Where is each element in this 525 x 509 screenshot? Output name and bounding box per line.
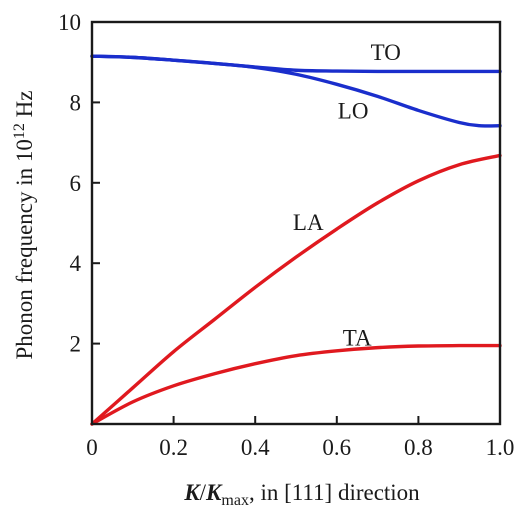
series-line-lo [90, 54, 502, 128]
y-axis-title-main: Phonon frequency in 10 [12, 139, 37, 359]
x-axis-title-slash: / [200, 480, 207, 505]
series-label-to: TO [371, 40, 401, 65]
y-tick-label: 8 [70, 90, 82, 115]
series-label-ta: TA [343, 326, 372, 351]
x-tick-label: 0.6 [322, 435, 351, 460]
series-line-ta [90, 343, 502, 426]
x-axis-title-subscript: max [221, 492, 249, 509]
x-axis-title-rest: , in [111] direction [249, 480, 420, 505]
x-tick-label: 0.8 [404, 435, 433, 460]
x-tick-label: 0 [86, 435, 98, 460]
x-tick-label: 0.2 [159, 435, 188, 460]
y-tick-label: 10 [58, 10, 81, 35]
series-label-lo: LO [338, 98, 369, 123]
series-layer [90, 54, 502, 426]
x-tick-label: 0.4 [241, 435, 270, 460]
y-axis-title: Phonon frequency in 1012 Hz [11, 91, 37, 360]
y-tick-label: 6 [70, 171, 82, 196]
series-label-layer: TO LO LA TA [293, 40, 401, 350]
x-axis-title-k: K [205, 480, 223, 505]
x-axis-title-k: K [183, 480, 201, 505]
plot-frame [90, 20, 502, 426]
series-label-la: LA [293, 210, 324, 235]
x-axis-title: K/Kmax, in [111] direction [183, 480, 420, 509]
tick-layer: 0 0.2 0.4 0.6 0.8 1.0 2 4 6 8 10 [58, 10, 514, 460]
y-tick-label: 2 [70, 332, 82, 357]
x-tick-label: 1.0 [486, 435, 515, 460]
series-line-la [90, 153, 502, 426]
y-axis-title-superscript: 12 [11, 123, 28, 139]
y-axis-title-unit: Hz [12, 91, 37, 124]
y-tick-label: 4 [70, 251, 82, 276]
